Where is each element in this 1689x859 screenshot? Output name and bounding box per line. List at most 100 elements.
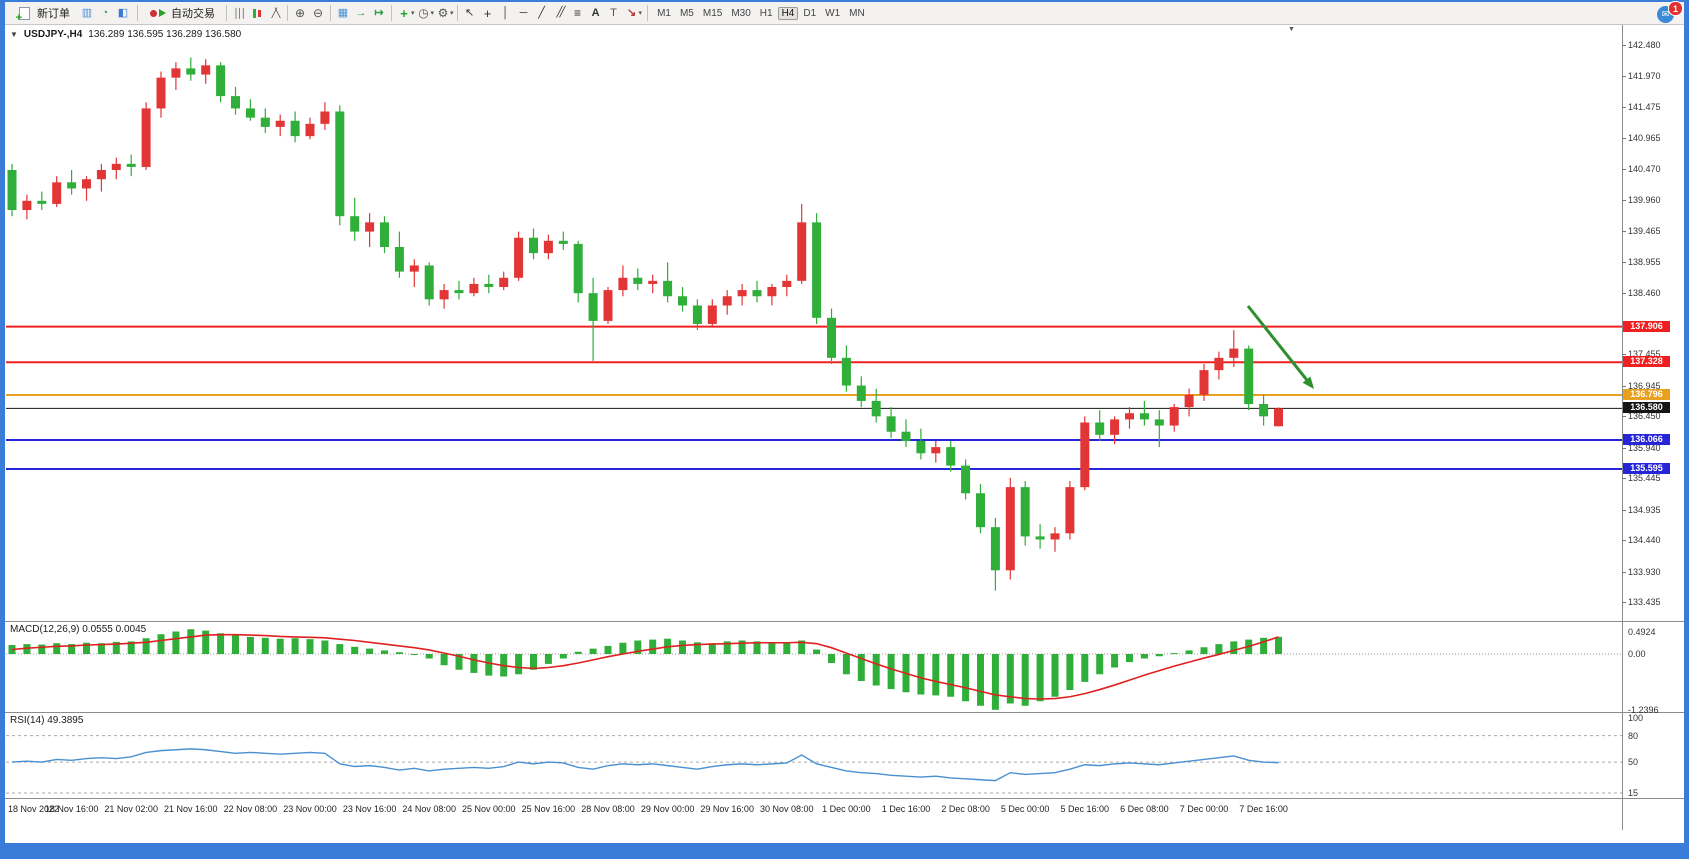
vertical-line-icon[interactable]: │: [502, 6, 509, 19]
price-tick: 136.945: [1628, 380, 1661, 391]
cursor-icon[interactable]: ↖: [464, 6, 475, 19]
chart-shift-marker[interactable]: ▼: [1288, 26, 1295, 33]
timeframe-M5[interactable]: M5: [679, 7, 694, 19]
bars-chart-icon[interactable]: │││: [233, 7, 247, 18]
level-price-label[interactable]: 136.066: [1623, 433, 1670, 445]
time-axis-label: 29 Nov 16:00: [700, 804, 754, 814]
price-pane[interactable]: [6, 25, 1622, 621]
rsi-line: [11, 748, 1279, 782]
new-order-icon: [15, 5, 33, 24]
timeframe-M1[interactable]: M1: [657, 7, 671, 19]
time-axis-label: 1 Dec 16:00: [881, 804, 931, 814]
price-tickmark: [1622, 509, 1626, 511]
price-tick: 141.475: [1628, 101, 1661, 112]
templates-icon[interactable]: ⚙: [437, 6, 449, 20]
dropdown-caret-icon[interactable]: ▾: [638, 10, 643, 17]
rsi-tick: 15: [1628, 787, 1639, 798]
trend-arrow-head[interactable]: [1302, 376, 1314, 389]
price-tickmark: [1622, 385, 1626, 387]
auto-trading-button[interactable]: 自动交易: [143, 4, 221, 23]
text-icon[interactable]: A: [591, 6, 600, 19]
price-tickmark: [1622, 230, 1626, 232]
macd-tick: -1.2396: [1628, 704, 1659, 715]
chart-shift-icon[interactable]: ↦: [374, 6, 384, 19]
timeframe-H1[interactable]: H1: [759, 7, 773, 19]
toolbar-separator: [226, 5, 227, 21]
notification-badge: 1: [1668, 1, 1683, 16]
timeframe-M30[interactable]: M30: [731, 7, 751, 19]
window-frame-left: [0, 0, 5, 859]
macd-pane[interactable]: [6, 622, 1622, 712]
time-axis-label: 7 Dec 16:00: [1239, 804, 1288, 814]
time-axis-label: 22 Nov 08:00: [223, 804, 278, 814]
toolbar-separator: [287, 5, 288, 21]
level-price-label[interactable]: 136.796: [1623, 389, 1670, 401]
pane-separator[interactable]: [5, 621, 1684, 622]
timeframe-D1[interactable]: D1: [803, 7, 817, 19]
new-order-button[interactable]: 新订单: [9, 4, 76, 24]
pane-separator: [5, 798, 1684, 799]
price-tick: 139.465: [1628, 225, 1661, 236]
candles-chart-icon[interactable]: [248, 5, 266, 22]
new-chart-icon[interactable]: ▥: [81, 6, 93, 19]
auto-trading-label: 自动交易: [171, 8, 215, 20]
price-tick: 135.445: [1628, 473, 1661, 484]
line-chart-icon[interactable]: ╱╲: [271, 7, 281, 18]
auto-scroll-icon[interactable]: →: [355, 6, 367, 19]
price-tick: 140.470: [1628, 163, 1661, 174]
dropdown-caret-icon[interactable]: ▾: [411, 10, 415, 17]
dropdown-caret-icon[interactable]: ▾: [450, 10, 454, 17]
current-price-label[interactable]: 136.580: [1623, 402, 1670, 414]
window-frame-right: [1684, 0, 1689, 859]
time-axis-label: 21 Nov 02:00: [104, 804, 158, 814]
market-watch-icon[interactable]: ◧: [117, 6, 129, 19]
macd-title: MACD(12,26,9) 0.0555 0.0045: [10, 624, 147, 635]
time-axis-label: 23 Nov 00:00: [283, 804, 337, 814]
text-label-icon[interactable]: T: [610, 6, 617, 19]
toolbar-separator: [391, 5, 392, 21]
level-price-label[interactable]: 137.906: [1623, 320, 1670, 332]
rsi-pane[interactable]: [6, 713, 1622, 798]
macd-tick: 0.00: [1628, 649, 1646, 659]
toolbar-separator: [456, 5, 458, 21]
price-tick: 139.960: [1628, 195, 1661, 206]
timeframe-M15[interactable]: M15: [702, 7, 723, 19]
trend-arrow-annotation[interactable]: [1246, 305, 1311, 384]
time-axis-label: 18 Nov 16:00: [44, 804, 99, 814]
one-click-trading-collapse-icon[interactable]: ▼: [10, 30, 18, 39]
arrows-icon[interactable]: ↘: [626, 6, 637, 19]
price-tick: 136.450: [1628, 411, 1661, 422]
zoom-in-icon[interactable]: ⊕: [294, 6, 306, 20]
price-tick: 138.955: [1628, 257, 1661, 268]
zoom-out-icon[interactable]: ⊖: [312, 6, 324, 20]
level-price-label[interactable]: 137.328: [1623, 356, 1670, 368]
timeframe-W1[interactable]: W1: [825, 7, 841, 19]
price-tick: 134.440: [1628, 535, 1661, 546]
channel-icon[interactable]: ╱╱: [556, 7, 566, 18]
indicators-icon[interactable]: +: [400, 5, 408, 21]
price-axis-line: [1622, 25, 1623, 830]
price-tick: 140.965: [1628, 133, 1661, 144]
price-tickmark: [1622, 76, 1626, 78]
price-tick: 142.480: [1628, 40, 1661, 50]
profiles-icon[interactable]: ◔: [101, 6, 109, 19]
trendline-icon[interactable]: ╱: [538, 6, 545, 19]
price-tick: 138.460: [1628, 287, 1661, 298]
horizontal-line-icon[interactable]: ─: [519, 6, 528, 19]
timeframe-H4[interactable]: H4: [777, 6, 799, 20]
crosshair-icon[interactable]: +: [483, 5, 492, 21]
chart-ohlc-values: 136.289 136.595 136.289 136.580: [88, 29, 242, 40]
price-tick: 133.930: [1628, 566, 1661, 577]
macd-tick: 0.4924: [1628, 626, 1656, 637]
timeframe-MN[interactable]: MN: [849, 7, 865, 19]
periods-icon[interactable]: ◷: [418, 6, 429, 20]
fibonacci-icon[interactable]: ≡: [574, 6, 582, 20]
time-axis-label: 6 Dec 08:00: [1120, 804, 1169, 814]
notification-area[interactable]: ✉ 1: [1657, 1, 1683, 24]
chart-header: ▼ USDJPY-,H4 136.289 136.595 136.289 136…: [10, 29, 241, 40]
dropdown-caret-icon[interactable]: ▾: [430, 10, 435, 17]
tile-windows-icon[interactable]: ▦: [337, 6, 349, 19]
level-price-label[interactable]: 135.595: [1623, 462, 1670, 474]
pane-separator[interactable]: [5, 712, 1684, 713]
toolbar-separator: [647, 5, 649, 21]
